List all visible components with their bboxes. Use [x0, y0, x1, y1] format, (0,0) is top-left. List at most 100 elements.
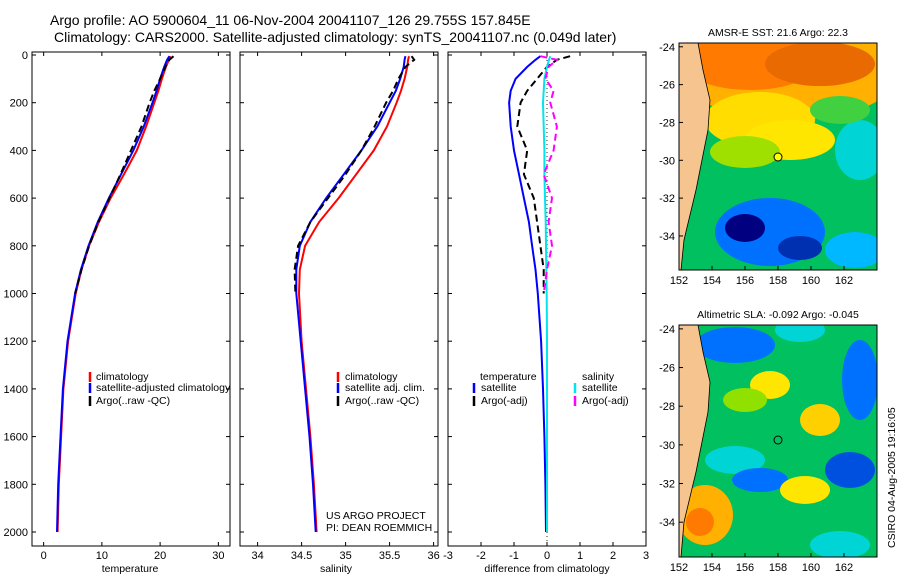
- legend-sal-satellite-label: satellite: [582, 382, 618, 394]
- argo-location-marker: [773, 152, 783, 162]
- sla-anomaly-region: [723, 388, 767, 412]
- series-line-argo: [293, 55, 416, 294]
- y-tick-label: 200: [10, 98, 28, 110]
- legend-argo-label: Argo(..raw -QC): [96, 395, 170, 407]
- timestamp-label: CSIRO 04-Aug-2005 19:16:05: [886, 407, 898, 548]
- argo-location-marker: [773, 435, 783, 445]
- warm-anomaly-region: [710, 136, 780, 168]
- warm-anomaly-region: [765, 43, 875, 86]
- map-x-tick-label: 158: [769, 275, 787, 287]
- map-x-tick-label: 154: [703, 562, 721, 574]
- sla-anomaly-region: [780, 476, 830, 504]
- coastline: [680, 325, 711, 557]
- x-tick-label: 0: [41, 550, 47, 562]
- legend-satellite-label: satellite-adjusted climatology: [96, 382, 231, 394]
- sla-anomaly-region: [705, 446, 765, 474]
- profile-panel-2: -3 -2 -1 0 1 2 3: [443, 51, 649, 562]
- legend-temp-argo-label: Argo(-adj): [481, 395, 528, 407]
- sla-anomaly-region: [825, 452, 875, 488]
- legend-difference: temperature satellite Argo(-adj) salinit…: [472, 371, 629, 407]
- legend-satellite-label: satellite adj. clim.: [345, 382, 425, 394]
- legend-salinity: climatology satellite adj. clim. Argo(..…: [336, 371, 425, 407]
- y-tick-label: 1200: [4, 336, 28, 348]
- map-x-tick-label: 162: [835, 275, 853, 287]
- map-y-tick-label: -30: [659, 155, 675, 167]
- figure-title-line2: Climatology: CARS2000. Satellite-adjuste…: [54, 29, 617, 45]
- x-tick-label: 36: [427, 550, 439, 562]
- sla-anomaly-region: [686, 508, 714, 536]
- series-line-salinity-satellite: [541, 55, 552, 532]
- legend-climatology-label: climatology: [345, 371, 398, 383]
- y-tick-label: 1400: [4, 384, 28, 396]
- map-y-tick-label: -28: [659, 117, 675, 129]
- x-tick-label: -2: [476, 550, 486, 562]
- cool-anomaly-region: [835, 120, 877, 180]
- sla-map: Altimetric SLA: -0.092 Argo: -0.045: [678, 309, 878, 558]
- y-tick-label: 0: [22, 50, 28, 62]
- map-x-tick-label: 156: [736, 562, 754, 574]
- cool-anomaly-region: [725, 214, 765, 242]
- figure-title-line1: Argo profile: AO 5900604_11 06-Nov-2004 …: [50, 12, 531, 28]
- legend-temperature-title: temperature: [480, 371, 537, 383]
- xlabel-salinity: salinity: [320, 563, 353, 575]
- sla-anomaly-region: [842, 340, 877, 420]
- panel-frame: [31, 51, 231, 547]
- cool-anomaly-region: [825, 232, 877, 268]
- sla-anomaly-region: [732, 468, 788, 492]
- panel-frame: [239, 51, 439, 547]
- profile-panel-0: 0 10 20 30 0 200 400 600 800 1000 1200 1400 1600 1800…: [4, 50, 231, 562]
- land-mass: [679, 325, 710, 557]
- map-y-tick-label: -26: [659, 80, 675, 92]
- profile-panel-1: 34 34.5 35 35.5 36: [239, 51, 440, 562]
- series-line-temperature-argo-adj-: [516, 55, 571, 294]
- warm-anomaly-region: [810, 96, 870, 124]
- map-y-tick-label: -34: [659, 517, 675, 529]
- sla-anomaly-region: [695, 327, 775, 363]
- y-tick-label: 1600: [4, 432, 28, 444]
- land-mass: [679, 43, 710, 270]
- sst-map-title: AMSR-E SST: 21.6 Argo: 22.3: [708, 27, 848, 39]
- x-tick-label: 20: [154, 550, 166, 562]
- x-tick-label: 34.5: [291, 550, 312, 562]
- sla-map-title: Altimetric SLA: -0.092 Argo: -0.045: [697, 309, 859, 321]
- map-x-tick-label: 152: [670, 562, 688, 574]
- x-tick-label: 35.5: [379, 550, 400, 562]
- y-tick-label: 600: [10, 193, 28, 205]
- map-x-tick-label: 160: [802, 562, 820, 574]
- sst-field: [679, 43, 877, 270]
- legend-climatology-label: climatology: [96, 371, 149, 383]
- sla-anomaly-region: [775, 325, 825, 342]
- map-y-tick-label: -24: [659, 42, 675, 54]
- xlabel-difference: difference from climatology: [484, 563, 610, 575]
- map-y-tick-label: -28: [659, 401, 675, 413]
- y-tick-label: 1000: [4, 289, 28, 301]
- map-x-tick-label: 156: [736, 275, 754, 287]
- y-tick-label: 800: [10, 241, 28, 253]
- x-tick-label: 3: [643, 550, 649, 562]
- series-line-temperature-satellite: [508, 55, 547, 533]
- profile-panels: 0 10 20 30020040060080010001200140016001800…: [4, 50, 650, 562]
- series-line-argo: [74, 55, 175, 294]
- coastline: [680, 43, 711, 270]
- project-label: US ARGO PROJECT: [326, 510, 426, 522]
- map-x-tick-label: 162: [835, 562, 853, 574]
- series-line-salinity-argo-adj-: [540, 55, 560, 294]
- legend-temp-satellite-label: satellite: [481, 382, 517, 394]
- y-tick-label: 400: [10, 145, 28, 157]
- sla-anomaly-region: [800, 404, 840, 436]
- map-x-tick-label: 154: [703, 275, 721, 287]
- x-tick-label: 30: [212, 550, 224, 562]
- legend-salinity-title: salinity: [582, 371, 615, 383]
- x-tick-label: 34: [251, 550, 263, 562]
- y-tick-label: 2000: [4, 527, 28, 539]
- map-y-tick-label: -34: [659, 231, 675, 243]
- map-y-tick-label: -26: [659, 363, 675, 375]
- map-y-tick-label: -24: [659, 324, 675, 336]
- legend-sal-argo-label: Argo(-adj): [582, 395, 629, 407]
- sst-map: AMSR-E SST: 21.6 Argo: 22.3: [678, 27, 878, 271]
- x-tick-label: -3: [443, 550, 453, 562]
- y-tick-label: 1800: [4, 479, 28, 491]
- map-y-tick-label: -32: [659, 193, 675, 205]
- pi-label: PI: DEAN ROEMMICH: [326, 522, 432, 534]
